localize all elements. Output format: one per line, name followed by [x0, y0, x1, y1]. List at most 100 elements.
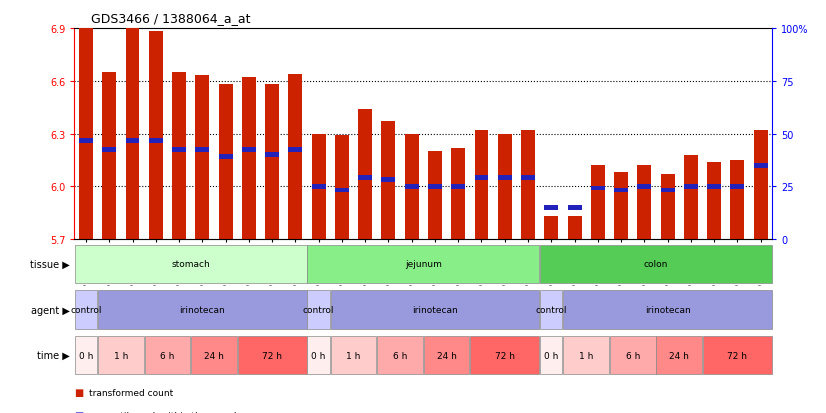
- Bar: [265, 85, 279, 240]
- Bar: [335, 188, 349, 193]
- Bar: [591, 186, 605, 191]
- Bar: [126, 139, 140, 144]
- Text: jejunum: jejunum: [405, 260, 442, 269]
- Bar: [567, 206, 582, 210]
- Bar: [75, 245, 306, 283]
- Bar: [638, 166, 652, 240]
- Bar: [172, 73, 186, 240]
- Bar: [145, 336, 190, 374]
- Text: 72 h: 72 h: [728, 351, 748, 360]
- Bar: [470, 336, 539, 374]
- Text: 72 h: 72 h: [262, 351, 282, 360]
- Text: time ▶: time ▶: [37, 350, 70, 360]
- Bar: [451, 185, 465, 189]
- Bar: [703, 336, 771, 374]
- Bar: [311, 134, 325, 240]
- Text: ■: ■: [74, 410, 83, 413]
- Bar: [377, 336, 423, 374]
- Bar: [474, 176, 488, 180]
- Bar: [567, 217, 582, 240]
- Bar: [657, 336, 702, 374]
- Text: 1 h: 1 h: [114, 351, 128, 360]
- Bar: [149, 139, 163, 144]
- Text: 72 h: 72 h: [495, 351, 515, 360]
- Bar: [563, 336, 609, 374]
- Bar: [610, 336, 656, 374]
- Bar: [75, 336, 97, 374]
- Text: 24 h: 24 h: [204, 351, 224, 360]
- Bar: [498, 176, 512, 180]
- Text: 1 h: 1 h: [346, 351, 361, 360]
- Bar: [98, 291, 306, 329]
- Bar: [684, 155, 698, 240]
- Text: 6 h: 6 h: [393, 351, 407, 360]
- Bar: [684, 185, 698, 189]
- Text: 1 h: 1 h: [579, 351, 593, 360]
- Bar: [614, 188, 628, 193]
- Bar: [98, 336, 144, 374]
- Bar: [307, 245, 539, 283]
- Text: 6 h: 6 h: [625, 351, 640, 360]
- Bar: [661, 188, 675, 193]
- Text: 24 h: 24 h: [437, 351, 457, 360]
- Bar: [614, 173, 628, 240]
- Bar: [591, 166, 605, 240]
- Bar: [428, 185, 442, 189]
- Bar: [242, 148, 256, 152]
- Bar: [540, 336, 563, 374]
- Text: irinotecan: irinotecan: [645, 305, 691, 314]
- Bar: [79, 139, 93, 144]
- Bar: [79, 29, 93, 240]
- Bar: [358, 176, 373, 180]
- Bar: [311, 185, 325, 189]
- Bar: [265, 153, 279, 158]
- Bar: [563, 291, 771, 329]
- Text: 24 h: 24 h: [669, 351, 689, 360]
- Bar: [544, 217, 558, 240]
- Bar: [358, 109, 373, 240]
- Bar: [75, 291, 97, 329]
- Bar: [330, 336, 377, 374]
- Bar: [191, 336, 237, 374]
- Bar: [382, 178, 396, 182]
- Text: tissue ▶: tissue ▶: [31, 259, 70, 269]
- Bar: [707, 185, 721, 189]
- Text: control: control: [303, 305, 335, 314]
- Text: irinotecan: irinotecan: [179, 305, 225, 314]
- Text: percentile rank within the sample: percentile rank within the sample: [89, 411, 242, 413]
- Bar: [753, 164, 767, 168]
- Bar: [195, 148, 209, 152]
- Text: transformed count: transformed count: [89, 388, 173, 397]
- Bar: [149, 33, 163, 240]
- Bar: [498, 134, 512, 240]
- Bar: [307, 336, 330, 374]
- Text: 0 h: 0 h: [544, 351, 558, 360]
- Bar: [288, 148, 302, 152]
- Bar: [405, 134, 419, 240]
- Bar: [638, 185, 652, 189]
- Text: 0 h: 0 h: [311, 351, 325, 360]
- Bar: [540, 291, 563, 329]
- Bar: [307, 291, 330, 329]
- Bar: [102, 73, 116, 240]
- Bar: [195, 76, 209, 240]
- Bar: [405, 185, 419, 189]
- Bar: [219, 155, 233, 159]
- Bar: [219, 85, 233, 240]
- Bar: [451, 148, 465, 240]
- Text: control: control: [535, 305, 567, 314]
- Bar: [172, 148, 186, 152]
- Bar: [730, 161, 744, 240]
- Bar: [521, 176, 535, 180]
- Text: GDS3466 / 1388064_a_at: GDS3466 / 1388064_a_at: [91, 12, 250, 25]
- Bar: [330, 291, 539, 329]
- Bar: [428, 152, 442, 240]
- Bar: [238, 336, 306, 374]
- Text: 0 h: 0 h: [78, 351, 93, 360]
- Text: colon: colon: [643, 260, 668, 269]
- Bar: [544, 206, 558, 210]
- Bar: [707, 162, 721, 240]
- Bar: [521, 131, 535, 240]
- Bar: [540, 245, 771, 283]
- Text: ■: ■: [74, 387, 83, 397]
